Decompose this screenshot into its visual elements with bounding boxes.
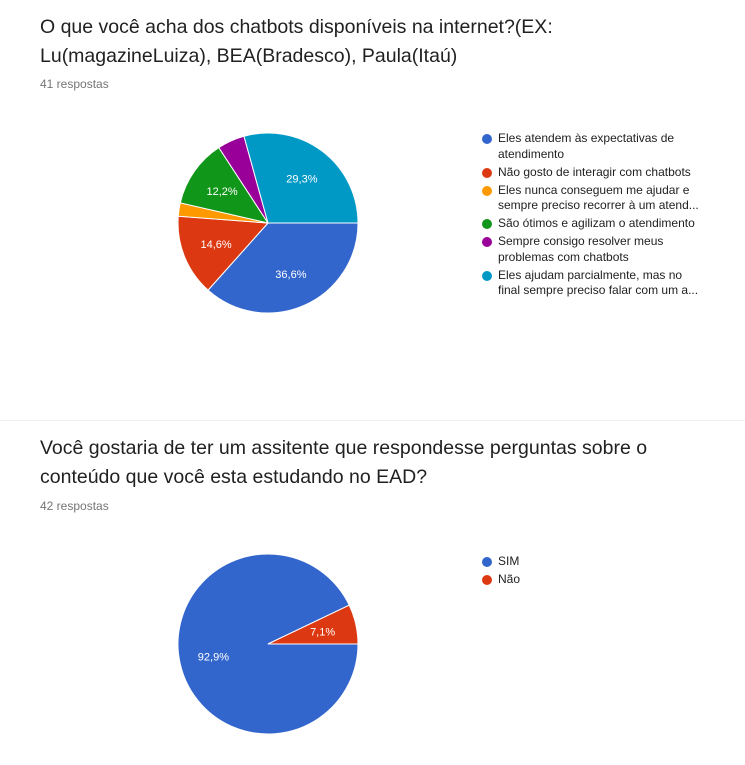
legend-label: Eles ajudam parcialmente, mas no [498,267,683,282]
legend-swatch-icon [482,167,492,178]
slice-label: 92,9% [198,651,229,663]
pie-chart-chatbots: 36,6% 14,6% 12,2% 29,3% [177,132,359,314]
slice-label: 7,1% [310,627,335,639]
response-count: 42 respostas [40,499,109,513]
legend-item[interactable]: Sempre consigo resolver meus problemas co… [482,234,722,265]
legend-item[interactable]: SIM [482,554,722,570]
legend-label: SIM [498,554,520,568]
pie-slice[interactable] [267,604,359,645]
chart-legend: Eles atendem às expectativas de atendimen… [482,131,722,301]
legend-swatch-icon [482,270,492,281]
legend-item[interactable]: Eles atendem às expectativas de atendimen… [482,131,722,162]
legend-label: São ótimos e agilizam o atendimento [498,216,695,230]
legend-item[interactable]: Eles ajudam parcialmente, mas no final se… [482,268,722,299]
legend-label: Eles atendem às expectativas de [498,131,675,145]
legend-label: Eles nunca conseguem me ajudar e [498,182,690,197]
pie-slice[interactable] [207,222,359,314]
question-card-chatbots: O que você acha dos chatbots disponíveis… [40,16,722,314]
legend-item[interactable]: São ótimos e agilizam o atendimento [482,216,722,232]
legend-swatch-icon [482,185,492,196]
legend-swatch-icon [482,219,492,229]
response-count: 41 respostas [40,77,109,91]
slice-label: 29,3% [286,173,317,185]
pie-slice[interactable] [243,132,359,224]
legend-swatch-icon [482,575,492,585]
legend-label-continued: problemas com chatbots [498,249,629,264]
legend-label-continued: final sempre preciso falar com um a... [498,283,699,297]
legend-swatch-icon [482,134,492,144]
question-card-assistant: Você gostaria de ter um assitente que re… [0,420,745,765]
legend-swatch-icon [482,237,492,247]
pie-slice[interactable] [177,215,270,291]
legend-label: Sempre consigo resolver meus [498,234,664,248]
legend-item[interactable]: Não [482,572,722,588]
pie-chart-assistant: 92,9% 7,1% [177,553,359,735]
slice-label: 36,6% [275,269,306,281]
legend-label: Não [498,572,521,586]
legend-swatch-icon [482,557,492,567]
question-title: Você gostaria de ter um assitente que re… [40,437,648,488]
pie-slice[interactable] [179,146,270,224]
legend-label-continued: atendimento [498,146,565,161]
legend-item[interactable]: Eles nunca conseguem me ajudar e sempre p… [482,183,722,214]
slice-label: 12,2% [206,186,237,198]
slice-label: 14,6% [200,239,231,251]
chart-legend: SIM Não [482,554,722,590]
legend-item[interactable]: Não gosto de interagir com chatbots [482,165,722,181]
legend-label-continued: sempre preciso recorrer à um atend... [498,198,699,212]
question-title: O que você acha dos chatbots disponíveis… [40,16,553,67]
legend-label: Não gosto de interagir com chatbots [498,164,691,179]
